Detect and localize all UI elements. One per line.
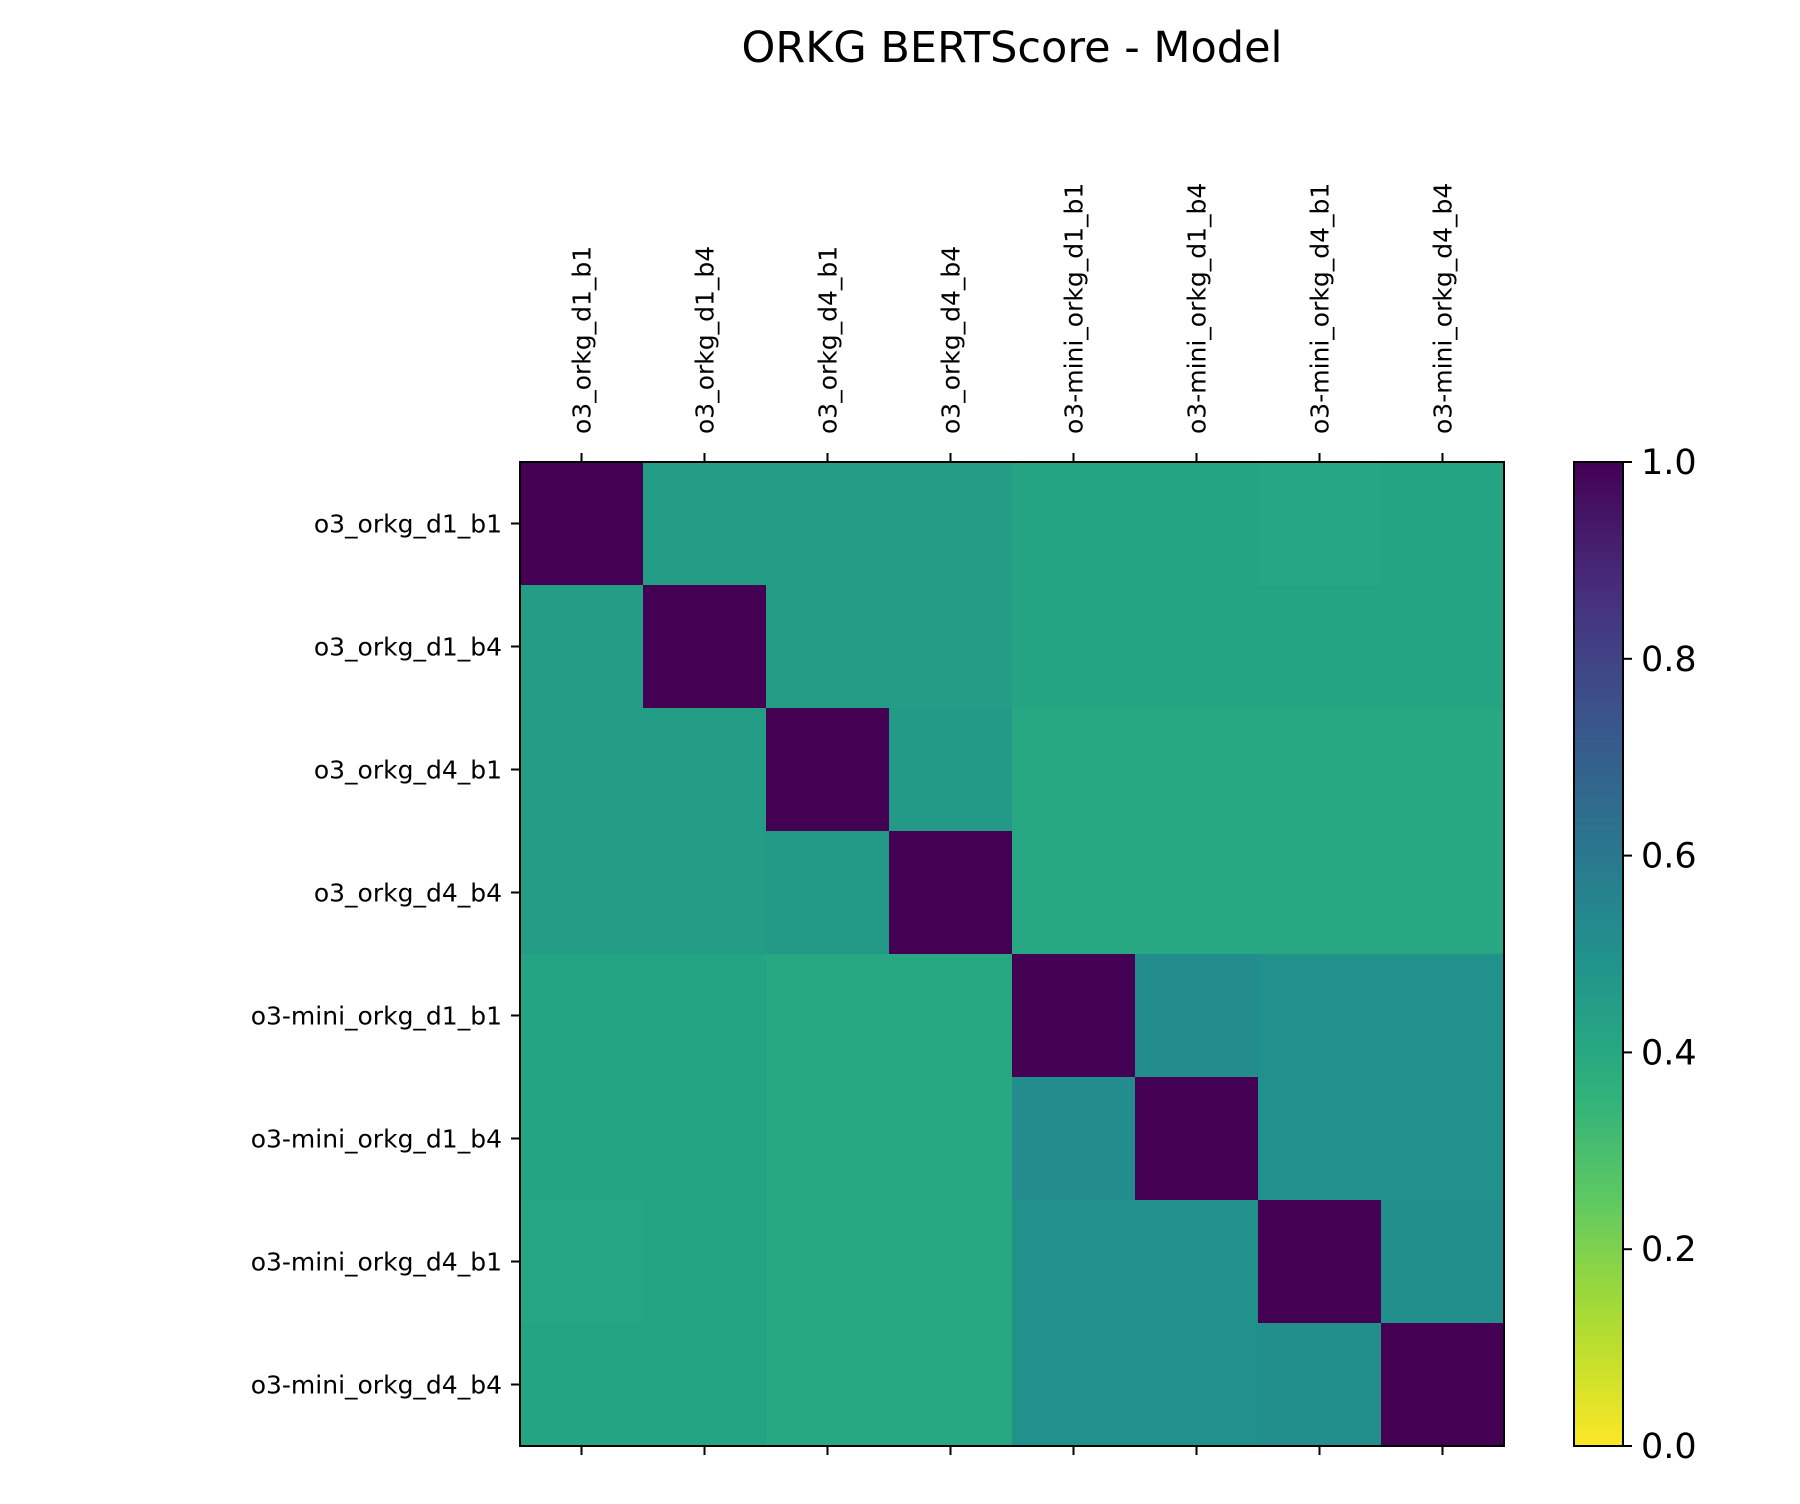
heatmap-cell — [1135, 708, 1259, 832]
heatmap-cell — [1135, 462, 1259, 586]
heatmap-cell — [643, 954, 767, 1078]
heatmap-cell — [1381, 831, 1505, 955]
x-tick-label: o3-mini_orkg_d4_b1 — [1306, 183, 1335, 434]
heatmap-cell — [766, 1200, 890, 1324]
x-tick-label: o3_orkg_d4_b1 — [814, 246, 843, 434]
heatmap-cell — [766, 1323, 890, 1447]
y-tick-label: o3-mini_orkg_d1_b4 — [251, 1125, 502, 1154]
heatmap-cell — [643, 1323, 767, 1447]
heatmap-cell — [1381, 1077, 1505, 1201]
colorbar-tick-label: 0.4 — [1641, 1033, 1697, 1073]
heatmap-cell — [643, 1077, 767, 1201]
heatmap-cell — [889, 585, 1013, 709]
heatmap-cells — [519, 461, 1505, 1447]
y-axis: o3_orkg_d1_b1 o3_orkg_d1_b4 o3_orkg_d4_b1o… — [251, 510, 520, 1400]
heatmap-cell — [1381, 1200, 1505, 1324]
heatmap-cell — [1012, 1077, 1136, 1201]
y-tick-label: o3-mini_orkg_d4_b4 — [251, 1371, 502, 1400]
heatmap-cell — [1012, 708, 1136, 832]
heatmap-cell — [643, 708, 767, 832]
heatmap-cell — [1258, 831, 1382, 955]
heatmap-cell — [1012, 831, 1136, 955]
heatmap-cell — [1258, 1077, 1382, 1201]
heatmap-cell — [1258, 1323, 1382, 1447]
heatmap-cell — [766, 462, 890, 586]
chart-title: ORKG BERTScore - Model — [742, 23, 1283, 73]
x-tick-label: o3_orkg_d4_b4 — [937, 246, 966, 434]
heatmap-cell — [766, 708, 890, 832]
heatmap-cell — [889, 954, 1013, 1078]
heatmap-cell — [1012, 1323, 1136, 1447]
heatmap-cell — [1381, 585, 1505, 709]
heatmap-cell — [889, 1200, 1013, 1324]
heatmap-cell — [766, 831, 890, 955]
heatmap-cell — [1135, 585, 1259, 709]
heatmap-cell — [889, 831, 1013, 955]
heatmap-cell — [1258, 462, 1382, 586]
heatmap-cell — [889, 1323, 1013, 1447]
heatmap-cell — [520, 585, 644, 709]
x-tick-label: o3-mini_orkg_d4_b4 — [1429, 183, 1458, 434]
colorbar-tick-label: 0.6 — [1641, 837, 1697, 877]
heatmap-cell — [1381, 462, 1505, 586]
x-tick-label: o3-mini_orkg_d1_b4 — [1183, 183, 1212, 434]
heatmap-cell — [1135, 1077, 1259, 1201]
heatmap-cell — [1012, 462, 1136, 586]
heatmap-cell — [1381, 1323, 1505, 1447]
y-tick-label: o3-mini_orkg_d1_b1 — [251, 1002, 502, 1031]
heatmap-cell — [520, 831, 644, 955]
heatmap-cell — [889, 462, 1013, 586]
heatmap-cell — [1258, 954, 1382, 1078]
heatmap-cell — [1258, 585, 1382, 709]
heatmap-cell — [1012, 585, 1136, 709]
heatmap-cell — [1258, 708, 1382, 832]
heatmap-cell — [643, 1200, 767, 1324]
heatmap-cell — [520, 1077, 644, 1201]
heatmap-cell — [1381, 954, 1505, 1078]
heatmap-cell — [1012, 1200, 1136, 1324]
heatmap-cell — [889, 1077, 1013, 1201]
x-tick-label: o3-mini_orkg_d1_b1 — [1060, 183, 1089, 434]
heatmap-cell — [520, 1200, 644, 1324]
heatmap-cell — [1135, 831, 1259, 955]
y-tick-label: o3-mini_orkg_d4_b1 — [251, 1248, 502, 1277]
heatmap-cell — [766, 1077, 890, 1201]
y-tick-label: o3_orkg_d1_b4 — [314, 633, 502, 662]
x-axis: o3_orkg_d1_b1 o3_orkg_d1_b4 o3_orkg_d4_b1 o… — [568, 183, 1458, 1455]
y-tick-label: o3_orkg_d4_b1 — [314, 756, 502, 785]
heatmap-cell — [520, 954, 644, 1078]
heatmap-cell — [643, 462, 767, 586]
heatmap-cell — [520, 708, 644, 832]
heatmap-cell — [1135, 954, 1259, 1078]
colorbar-gradient — [1573, 461, 1624, 1447]
plot-frame — [519, 461, 1505, 1447]
heatmap-cell — [643, 585, 767, 709]
heatmap-cell — [766, 954, 890, 1078]
heatmap-cell — [1381, 708, 1505, 832]
colorbar-tick-label: 0.8 — [1641, 640, 1697, 680]
colorbar-tick-label: 1.0 — [1641, 443, 1697, 483]
heatmap-cell — [1135, 1323, 1259, 1447]
heatmap-cell — [520, 462, 644, 586]
colorbar-tick-label: 0.0 — [1641, 1427, 1697, 1467]
heatmap-cell — [1258, 1200, 1382, 1324]
x-tick-label: o3_orkg_d1_b1 — [568, 246, 597, 434]
colorbar-tick-label: 0.2 — [1641, 1230, 1697, 1270]
heatmap-cell — [1135, 1200, 1259, 1324]
x-tick-label: o3_orkg_d1_b4 — [691, 246, 720, 434]
heatmap-cell — [520, 1323, 644, 1447]
heatmap-cell — [1012, 954, 1136, 1078]
heatmap-cell — [766, 585, 890, 709]
heatmap-cell — [889, 708, 1013, 832]
heatmap-cell — [643, 831, 767, 955]
colorbar: 0.0 0.2 0.4 0.6 0.8 1.0 — [1573, 443, 1697, 1467]
y-tick-label: o3_orkg_d4_b4 — [314, 879, 502, 908]
y-tick-label: o3_orkg_d1_b1 — [314, 510, 502, 539]
